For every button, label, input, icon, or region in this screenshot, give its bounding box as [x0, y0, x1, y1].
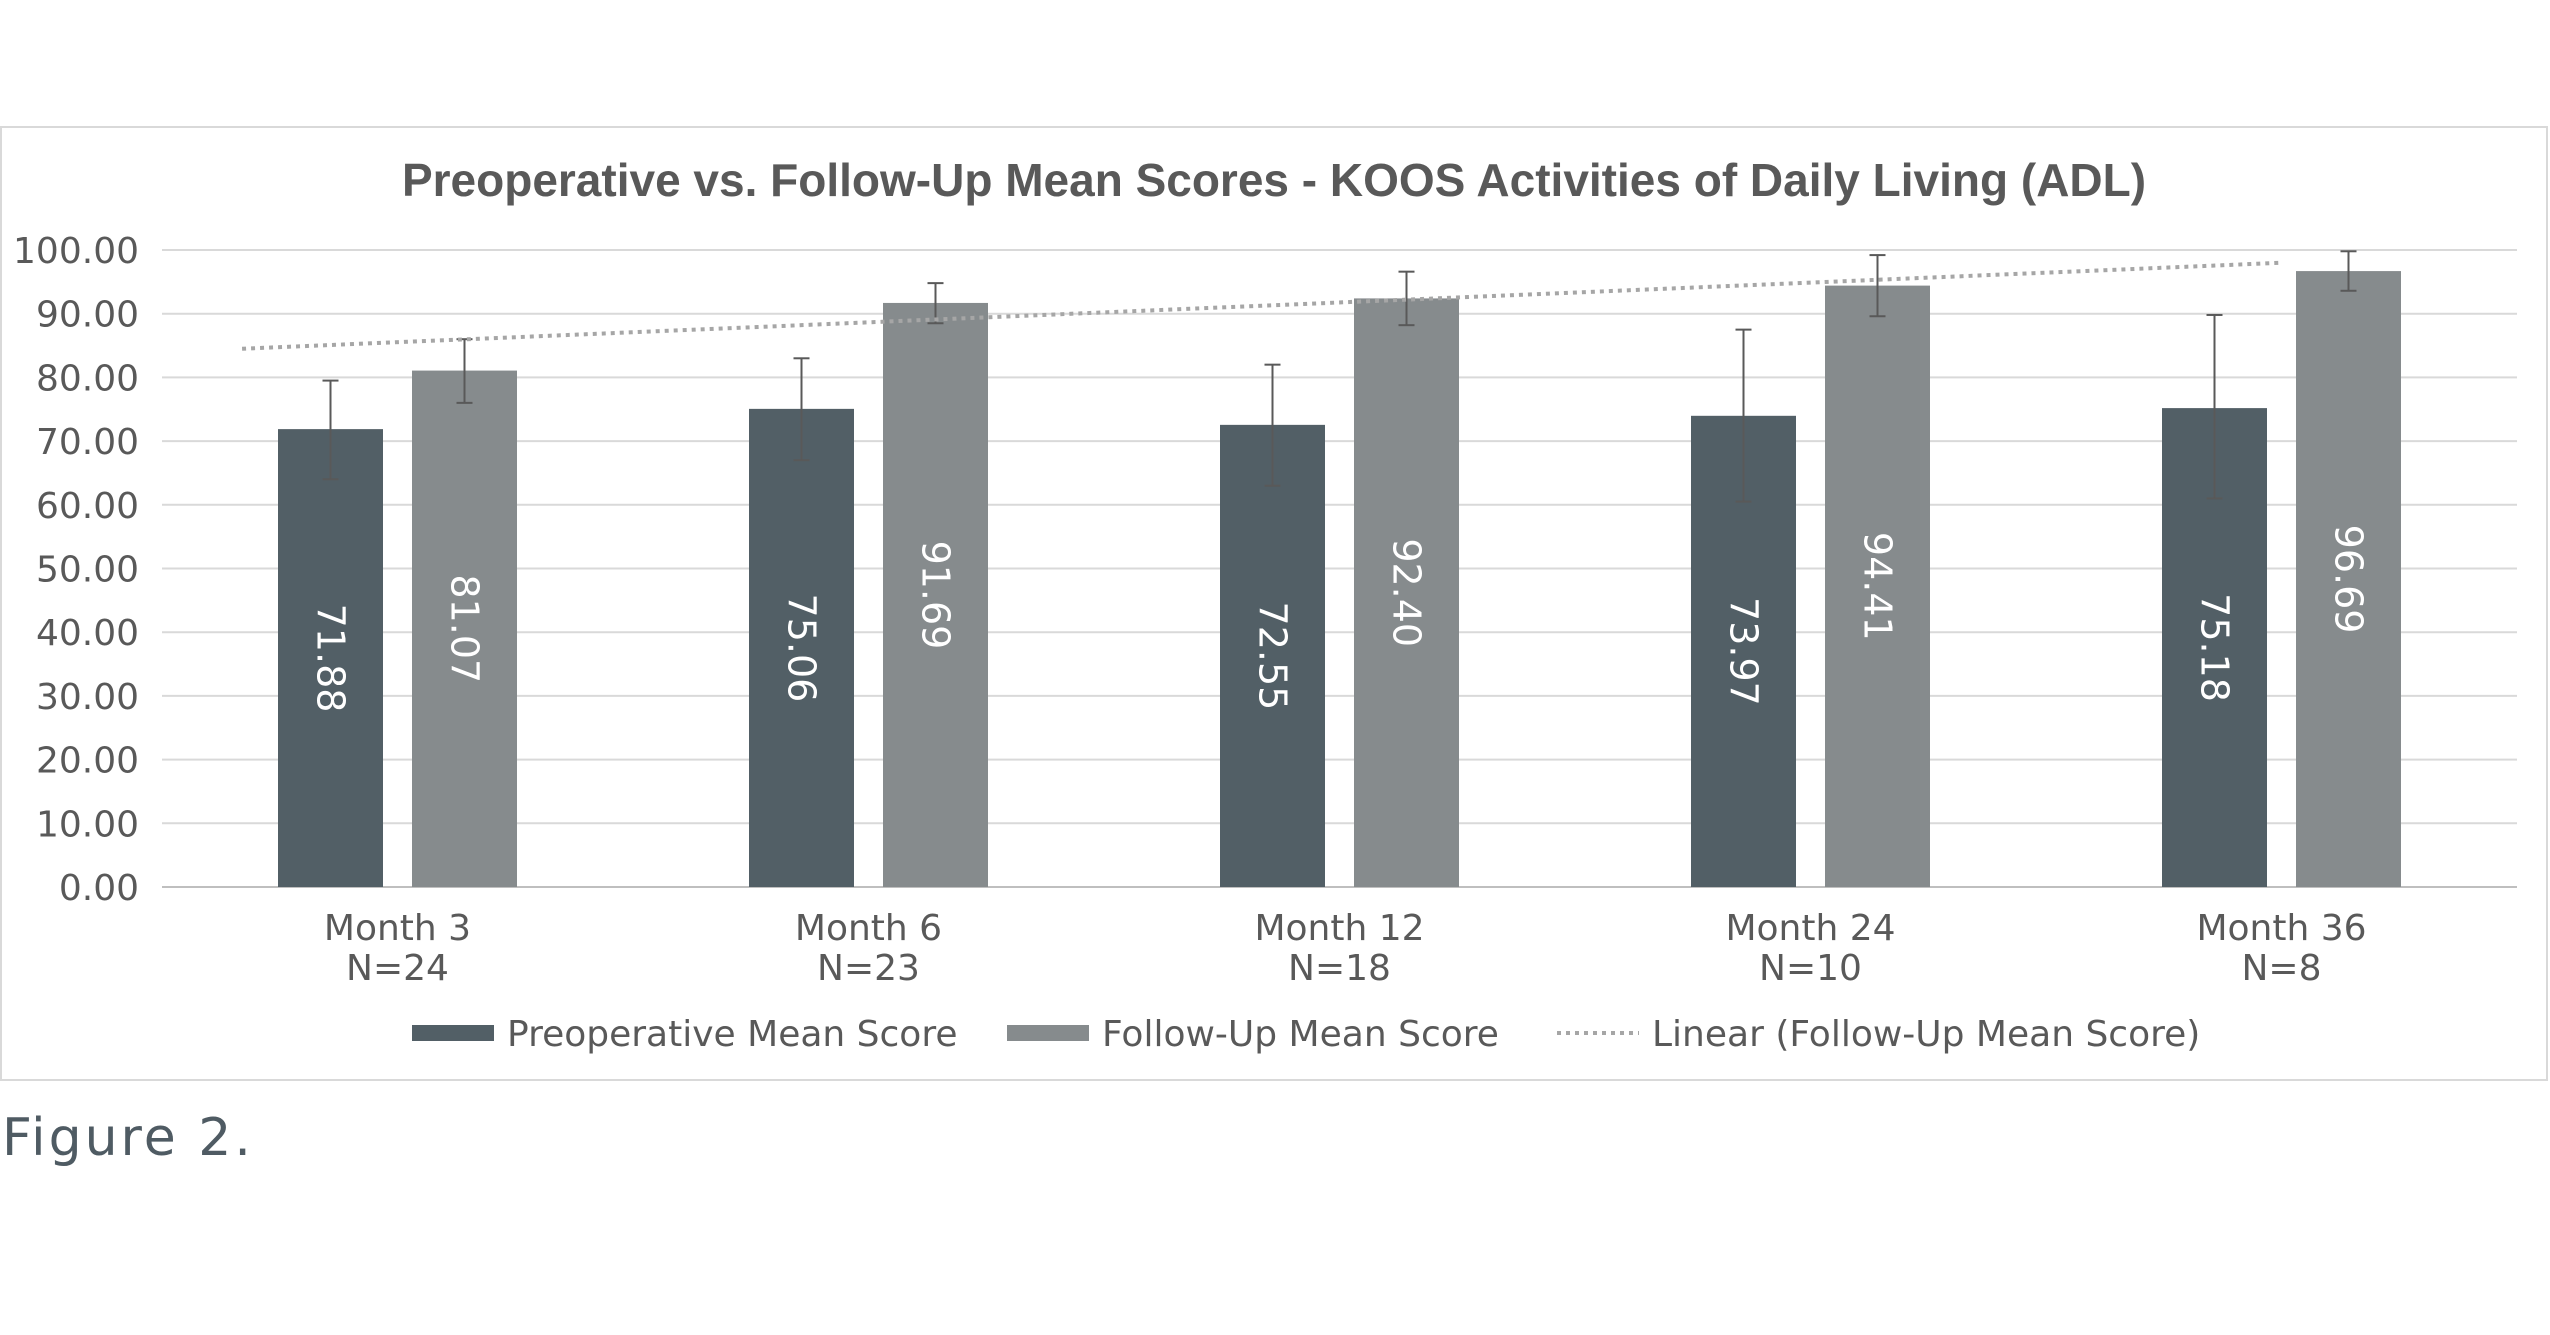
- x-category-label: Month 6: [795, 908, 942, 949]
- data-label: 75.06: [780, 594, 824, 703]
- trend-layer: [241, 260, 2282, 351]
- chart-title: Preoperative vs. Follow-Up Mean Scores -…: [402, 154, 2146, 206]
- bar: [2296, 271, 2401, 887]
- bar: [412, 370, 517, 887]
- errors-layer: [322, 250, 2357, 503]
- legend-swatch: [412, 1025, 494, 1041]
- bar: [1825, 285, 1930, 888]
- chart-svg: Preoperative vs. Follow-Up Mean Scores -…: [13, 154, 2517, 1055]
- x-category-n: N=18: [1288, 948, 1391, 989]
- y-tick-label: 70.00: [36, 422, 139, 463]
- figure-caption: Figure 2.: [2, 1108, 254, 1168]
- bar: [749, 408, 854, 887]
- x-category-label: Month 3: [324, 908, 471, 949]
- trendline: [241, 260, 2282, 351]
- data-label: 92.40: [1385, 538, 1429, 647]
- chart-frame: Preoperative vs. Follow-Up Mean Scores -…: [0, 126, 2548, 1081]
- bar: [278, 429, 383, 887]
- x-category-label: Month 24: [1725, 908, 1895, 949]
- x-category-n: N=10: [1759, 948, 1862, 989]
- y-tick-label: 40.00: [36, 613, 139, 654]
- y-tick-label: 20.00: [36, 741, 139, 782]
- data-label: 94.41: [1856, 532, 1900, 641]
- bar: [1220, 424, 1325, 887]
- legend-layer: Preoperative Mean Score Follow-Up Mean Sc…: [412, 1014, 2200, 1055]
- labels-layer: 0.00 10.00 20.00 30.00 40.00 50.00 60.00 70.00 8…: [13, 231, 2370, 989]
- y-tick-label: 100.00: [13, 231, 139, 272]
- y-tick-label: 80.00: [36, 358, 139, 399]
- data-label: 81.07: [443, 574, 487, 683]
- y-tick-label: 10.00: [36, 804, 139, 845]
- bars-layer: [278, 271, 2401, 888]
- bar: [883, 302, 988, 887]
- data-label: 91.69: [914, 541, 958, 650]
- data-label: 75.18: [2193, 593, 2237, 702]
- data-label: 96.69: [2327, 525, 2371, 634]
- grid-layer: [162, 249, 2517, 888]
- y-tick-label: 60.00: [36, 486, 139, 527]
- bar: [1354, 298, 1459, 887]
- legend-label: Linear (Follow-Up Mean Score): [1652, 1014, 2200, 1055]
- legend-swatch: [1007, 1025, 1089, 1041]
- legend-label: Preoperative Mean Score: [507, 1014, 958, 1055]
- data-label: 71.88: [309, 604, 353, 713]
- y-tick-label: 90.00: [36, 295, 139, 336]
- legend-label: Follow-Up Mean Score: [1102, 1014, 1499, 1055]
- x-category-n: N=24: [346, 948, 449, 989]
- x-category-label: Month 12: [1254, 908, 1424, 949]
- x-category-n: N=8: [2242, 948, 2322, 989]
- x-category-n: N=23: [817, 948, 920, 989]
- y-tick-label: 30.00: [36, 677, 139, 718]
- y-tick-label: 50.00: [36, 550, 139, 591]
- data-label: 73.97: [1722, 597, 1766, 706]
- y-tick-label: 0.00: [59, 868, 139, 909]
- x-category-label: Month 36: [2196, 908, 2366, 949]
- data-label: 72.55: [1251, 602, 1295, 711]
